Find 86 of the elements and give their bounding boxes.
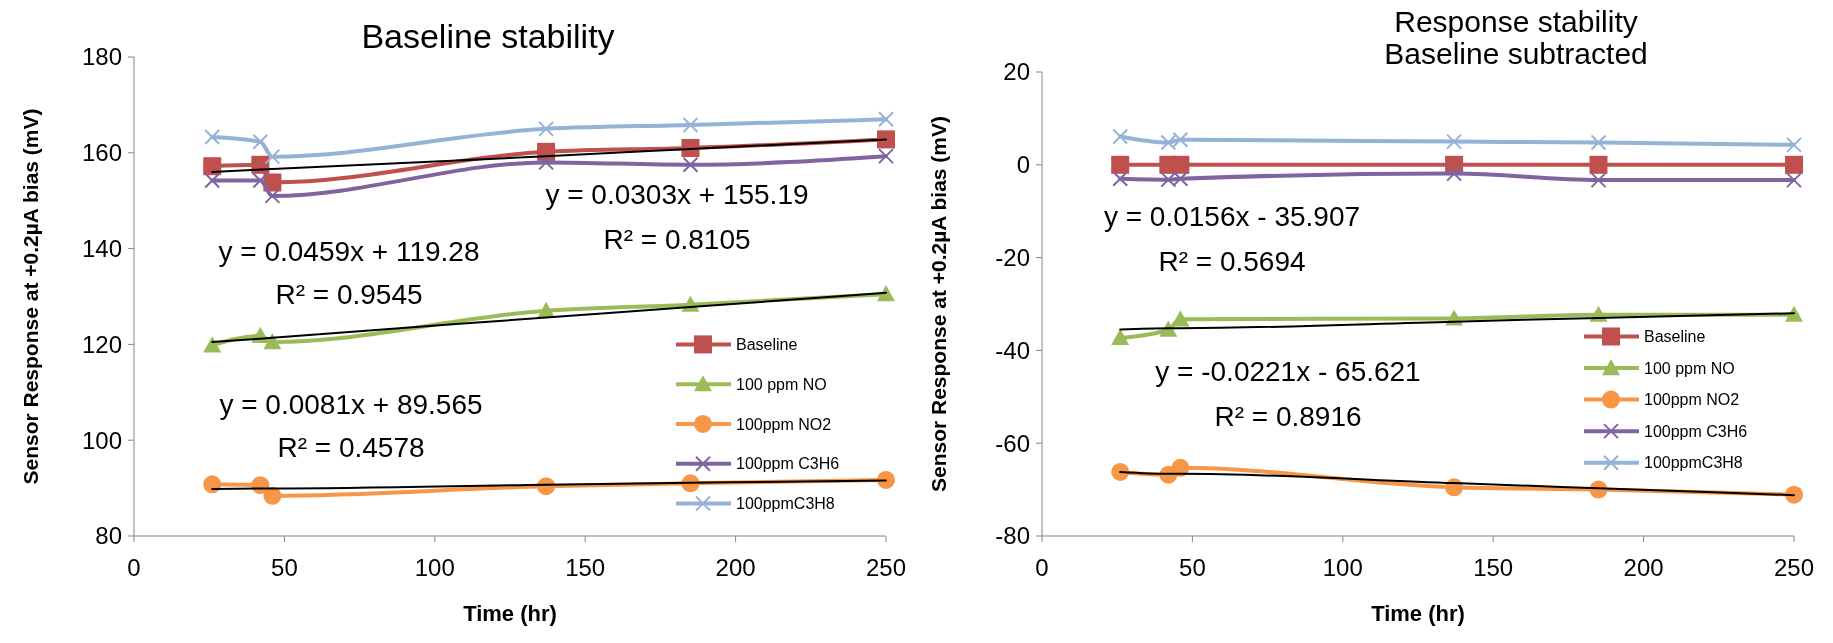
- legend-label: 100ppm NO2: [736, 415, 832, 433]
- point: [877, 130, 895, 149]
- point: [1785, 155, 1803, 174]
- point: [1786, 136, 1802, 153]
- y-tick-label: 20: [1003, 58, 1030, 86]
- x-tick-label: 200: [1623, 554, 1664, 581]
- point: [263, 333, 282, 350]
- x-tick-label: 0: [127, 554, 141, 581]
- y-tick-label: 180: [81, 43, 122, 71]
- x-tick-label: 50: [271, 554, 298, 581]
- y-tick-label: -80: [995, 522, 1030, 550]
- point: [1111, 462, 1130, 481]
- point: [878, 111, 894, 128]
- point: [204, 172, 221, 189]
- legend-label: Baseline: [736, 336, 798, 353]
- point: [1786, 172, 1802, 189]
- y-tick-label: -40: [995, 336, 1030, 364]
- legend-label: Baseline: [1644, 328, 1706, 346]
- legend-label: 100ppmC3H8: [736, 495, 835, 513]
- legend-label: 100 ppm NO: [1644, 359, 1735, 377]
- y-tick-label: 120: [81, 330, 122, 358]
- point: [204, 128, 221, 145]
- point: [1785, 485, 1803, 504]
- point: [1785, 305, 1803, 322]
- annotation: R² = 0.5694: [1158, 245, 1306, 277]
- annotation: R² = 0.4578: [277, 432, 425, 464]
- point: [878, 148, 894, 165]
- point: [1112, 128, 1129, 145]
- point: [682, 117, 699, 134]
- chart-subtitle: Baseline subtracted: [1384, 37, 1648, 70]
- y-tick-label: -60: [995, 429, 1030, 457]
- point: [264, 187, 281, 204]
- annotation: R² = 0.9545: [275, 278, 423, 310]
- point: [1111, 328, 1130, 346]
- point: [1589, 155, 1608, 174]
- annotation: y = 0.0081x + 89.565: [219, 389, 483, 421]
- x-tick-label: 250: [865, 554, 907, 581]
- x-tick-label: 100: [414, 554, 455, 581]
- x-tick-label: 150: [565, 554, 606, 581]
- annotation: y = 0.0459x + 119.28: [218, 235, 480, 267]
- y-tick-label: 160: [81, 139, 122, 167]
- x-tick-label: 50: [1179, 554, 1206, 581]
- annotation: R² = 0.8916: [1214, 401, 1362, 433]
- x-tick-label: 0: [1035, 554, 1049, 581]
- point: [264, 148, 281, 165]
- y-axis-title: Sensor Response at +0.2µA bias (mV): [19, 108, 42, 485]
- point: [538, 120, 555, 137]
- legend-label: 100 ppm NO: [736, 375, 827, 393]
- chart-title: Response stability: [1394, 5, 1638, 38]
- point: [1171, 310, 1190, 327]
- point: [1590, 172, 1607, 189]
- y-tick-label: -20: [995, 244, 1030, 271]
- annotation: y = 0.0156x - 35.907: [1103, 200, 1361, 232]
- point: [203, 157, 222, 176]
- point: [252, 133, 269, 150]
- x-axis-title: Time (hr): [463, 601, 557, 626]
- point: [252, 172, 269, 189]
- point: [1446, 133, 1463, 150]
- point: [1590, 134, 1607, 151]
- legend-label: 100ppm C3H6: [736, 455, 840, 473]
- x-tick-label: 150: [1473, 554, 1514, 581]
- point: [1446, 165, 1463, 182]
- point: [538, 154, 555, 171]
- x-tick-label: 250: [1773, 554, 1815, 581]
- annotation: y = -0.0221x - 65.621: [1155, 356, 1421, 388]
- point: [877, 470, 895, 489]
- legend-label: 100ppmC3H8: [1644, 454, 1743, 472]
- y-tick-label: 80: [95, 522, 122, 550]
- x-tick-label: 200: [715, 554, 756, 581]
- y-tick-label: 0: [1016, 151, 1030, 179]
- point: [1112, 170, 1129, 187]
- y-tick-label: 140: [81, 235, 122, 262]
- annotation: y = 0.0303x + 155.19: [545, 179, 809, 211]
- legend-label: 100ppm C3H6: [1644, 422, 1748, 440]
- y-tick-label: 100: [81, 426, 122, 454]
- point: [1111, 155, 1130, 174]
- annotation: R² = 0.8105: [603, 224, 751, 256]
- point: [1171, 155, 1190, 174]
- x-axis-title: Time (hr): [1371, 601, 1465, 626]
- y-axis-title: Sensor Response at +0.2µA bias (mV): [927, 115, 950, 493]
- point: [682, 156, 699, 173]
- chart-title: Baseline stability: [361, 17, 615, 55]
- x-tick-label: 100: [1322, 554, 1363, 581]
- point: [203, 475, 222, 494]
- point: [203, 336, 222, 353]
- legend-label: 100ppm NO2: [1644, 391, 1740, 409]
